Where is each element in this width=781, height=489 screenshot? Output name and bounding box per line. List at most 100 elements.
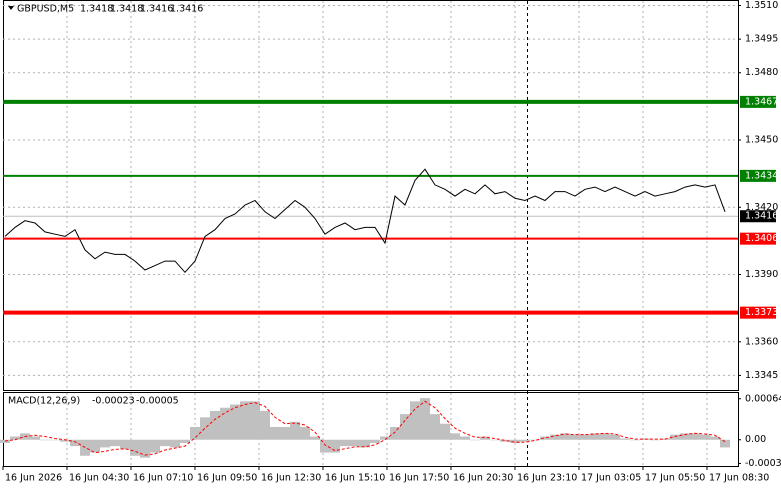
macd-bar [600, 433, 610, 440]
macd-value: -0.00005 [136, 396, 179, 407]
macd-bar [390, 426, 400, 440]
y-tick-label: 1.3510 [745, 0, 778, 11]
macd-bar [410, 401, 420, 440]
macd-bar [90, 439, 100, 453]
macd-bar [560, 433, 570, 440]
macd-bar [150, 439, 160, 453]
macd-bar [140, 439, 150, 458]
macd-bar [470, 439, 480, 441]
ohlc-value: 1.3418 [110, 4, 143, 15]
macd-bar [60, 439, 70, 442]
macd-title: MACD(12,26,9) [8, 396, 80, 407]
x-tick-label: 16 Jun 09:50 [197, 473, 257, 484]
macd-bar [0, 439, 10, 443]
macd-bar [100, 439, 110, 448]
macd-bar [110, 439, 120, 447]
macd-bar [530, 439, 540, 441]
collapse-icon [8, 6, 14, 10]
y-tick-label: 1.3420 [745, 202, 778, 213]
macd-bar [400, 414, 410, 440]
macd-bar [690, 433, 700, 440]
macd-bar [40, 439, 50, 441]
macd-bar [260, 410, 270, 440]
macd-bar [620, 438, 630, 440]
macd-bar [490, 439, 500, 441]
macd-bar [250, 401, 260, 440]
macd-bar [590, 433, 600, 440]
level-label-box [740, 232, 776, 245]
x-tick-label: 17 Jun 03:05 [581, 473, 641, 484]
macd-bar [190, 426, 200, 440]
macd-bar [170, 439, 180, 448]
macd-bar [630, 439, 640, 441]
macd-bar [180, 439, 190, 443]
y-tick-label: 1.3345 [745, 370, 778, 381]
macd-bar [10, 436, 20, 440]
macd-bar [480, 436, 490, 440]
y-tick-label: 1.3360 [745, 336, 778, 347]
x-tick-label: 17 Jun 05:50 [645, 473, 705, 484]
macd-bar [650, 439, 660, 441]
macd-bar [580, 434, 590, 440]
x-tick-label: 16 Jun 04:30 [69, 473, 129, 484]
x-tick-label: 16 Jun 2026 [5, 473, 62, 484]
macd-bar [240, 401, 250, 440]
symbol-title: GBPUSD,M5 [17, 4, 74, 15]
macd-bar [700, 434, 710, 440]
macd-bar [320, 439, 330, 453]
macd-bar [380, 436, 390, 440]
x-tick-label: 16 Jun 17:50 [389, 473, 449, 484]
level-label: 1.3434 [745, 170, 778, 181]
macd-bar [720, 439, 730, 448]
y-tick-label: -0.00037 [745, 458, 781, 469]
macd-bar [310, 436, 320, 440]
y-tick-label: 1.3390 [745, 269, 778, 280]
x-tick-label: 16 Jun 20:30 [453, 473, 513, 484]
macd-bar [710, 436, 720, 440]
current-price-label: 1.3416 [745, 211, 778, 222]
level-label-box [740, 95, 776, 108]
macd-bar [270, 426, 280, 440]
macd-bar [570, 434, 580, 440]
macd-bar [160, 439, 170, 447]
y-tick-label: 1.3450 [745, 135, 778, 146]
macd-bar [220, 407, 230, 440]
x-tick-label: 16 Jun 07:10 [133, 473, 193, 484]
current-price-box [740, 210, 776, 223]
level-label-box [740, 306, 776, 319]
level-label-box [740, 169, 776, 182]
macd-frame [3, 392, 739, 467]
y-tick-label: 0.00064 [745, 393, 781, 404]
macd-bar [70, 439, 80, 447]
price-frame [3, 0, 739, 391]
x-tick-label: 16 Jun 15:10 [325, 473, 385, 484]
y-tick-label: 1.3495 [745, 34, 778, 45]
macd-bar [420, 398, 430, 440]
y-tick-label: 0.00 [745, 434, 766, 445]
ohlc-value: 1.3416 [140, 4, 173, 15]
macd-bar [500, 439, 510, 442]
macd-bar [340, 439, 350, 447]
macd-bar [350, 439, 360, 447]
macd-bar [230, 404, 240, 440]
level-label: 1.3467 [745, 96, 778, 107]
macd-bar [290, 421, 300, 440]
macd-bar [300, 426, 310, 440]
macd-bar [610, 434, 620, 440]
macd-bar [130, 439, 140, 456]
macd-bar [450, 433, 460, 440]
ohlc-value: 1.3416 [170, 4, 203, 15]
macd-value: -0.00023 [92, 396, 135, 407]
level-label: 1.3373 [745, 307, 778, 318]
price-line [4, 168, 726, 274]
macd-bar [520, 439, 530, 442]
macd-bar [30, 436, 40, 440]
macd-readout: -0.00023 -0.00005 [92, 396, 179, 407]
y-tick-label: 1.3480 [745, 67, 778, 78]
macd-bar [670, 434, 680, 440]
macd-bar [510, 439, 520, 443]
